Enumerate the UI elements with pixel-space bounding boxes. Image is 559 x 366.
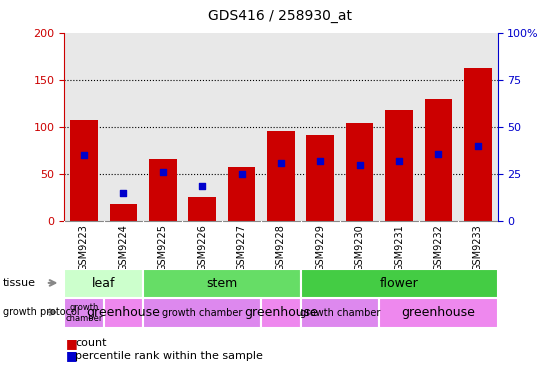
Text: GSM9225: GSM9225 (158, 224, 168, 271)
Text: GSM9233: GSM9233 (473, 224, 483, 270)
Bar (143, 269, 301, 298)
Text: GSM9224: GSM9224 (119, 224, 129, 271)
Text: flower: flower (380, 277, 419, 290)
Text: GSM9231: GSM9231 (394, 224, 404, 270)
Bar (64, 298, 103, 328)
Bar (110, 205, 137, 221)
Point (237, 171, 246, 177)
Point (355, 162, 364, 168)
Bar (346, 123, 373, 221)
Point (198, 183, 207, 188)
Text: GSM9229: GSM9229 (315, 224, 325, 271)
Bar (301, 269, 498, 298)
Text: stem: stem (206, 277, 238, 290)
Point (473, 143, 482, 149)
Text: ■: ■ (66, 337, 78, 350)
Point (119, 190, 128, 196)
Point (277, 160, 286, 166)
Bar (228, 167, 255, 221)
Text: GDS416 / 258930_at: GDS416 / 258930_at (207, 9, 352, 23)
Text: greenhouse: greenhouse (401, 306, 475, 320)
Text: GSM9230: GSM9230 (354, 224, 364, 270)
Text: growth
chamber: growth chamber (65, 303, 103, 323)
Text: percentile rank within the sample: percentile rank within the sample (75, 351, 263, 361)
Text: growth chamber: growth chamber (300, 308, 380, 318)
Bar (464, 68, 491, 221)
Text: greenhouse: greenhouse (244, 306, 318, 320)
Text: GSM9228: GSM9228 (276, 224, 286, 271)
Point (434, 151, 443, 157)
Bar (188, 197, 216, 221)
Bar (70, 120, 98, 221)
Bar (380, 298, 498, 328)
Text: GSM9226: GSM9226 (197, 224, 207, 271)
Text: tissue: tissue (3, 278, 36, 288)
Text: GSM9223: GSM9223 (79, 224, 89, 271)
Text: GSM9232: GSM9232 (433, 224, 443, 271)
Point (316, 158, 325, 164)
Bar (425, 99, 452, 221)
Text: ■: ■ (66, 349, 78, 362)
Bar (103, 298, 143, 328)
Text: GSM9227: GSM9227 (236, 224, 247, 271)
Point (395, 158, 404, 164)
Text: growth chamber: growth chamber (162, 308, 242, 318)
Text: greenhouse: greenhouse (87, 306, 160, 320)
Bar (143, 298, 261, 328)
Text: growth protocol: growth protocol (3, 307, 79, 317)
Point (79, 153, 88, 158)
Bar (261, 298, 301, 328)
Bar (64, 269, 143, 298)
Bar (385, 110, 413, 221)
Text: leaf: leaf (92, 277, 115, 290)
Bar (149, 159, 177, 221)
Text: count: count (75, 338, 107, 348)
Bar (301, 298, 380, 328)
Bar (267, 131, 295, 221)
Bar (306, 135, 334, 221)
Point (158, 169, 167, 175)
